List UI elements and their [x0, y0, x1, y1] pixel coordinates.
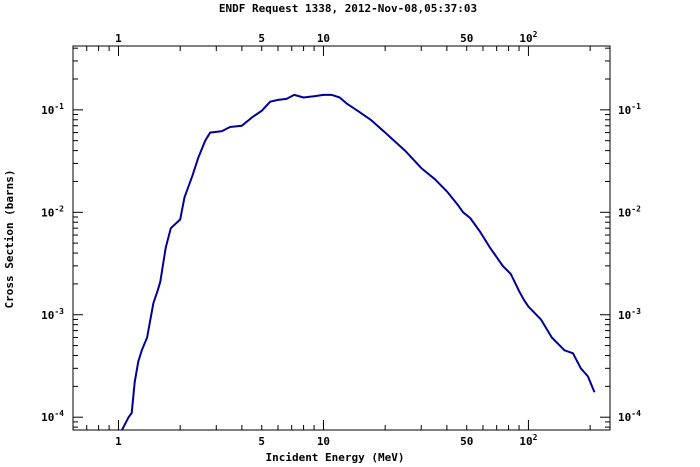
chart-title: ENDF Request 1338, 2012-Nov-08,05:37:03: [219, 2, 477, 15]
y-tick-label-right: 10-1: [618, 102, 641, 117]
y-tick-label-right: 10-4: [618, 409, 641, 424]
y-tick-label-left: 10-4: [41, 409, 64, 424]
x-tick-label-bottom: 10: [317, 435, 330, 448]
x-tick-label-top: 50: [460, 32, 473, 45]
x-tick-label-bottom: 5: [258, 435, 265, 448]
y-tick-label-left: 10-1: [41, 102, 64, 117]
axis-tick-labels: 1 1 5 5 10 10 50 50 102 102 10-4 10-4 10-3 10-3 10-2 10…: [41, 30, 641, 448]
axis-ticks: [72, 46, 610, 430]
x-tick-label-top: 5: [258, 32, 265, 45]
plot-frame: [72, 45, 611, 431]
y-tick-label-right: 10-2: [618, 204, 641, 219]
y-tick-label-right: 10-3: [618, 307, 641, 322]
y-tick-label-left: 10-3: [41, 307, 64, 322]
x-tick-label-bottom: 50: [460, 435, 473, 448]
x-tick-label-top: 10: [317, 32, 330, 45]
x-tick-label-top: 102: [519, 30, 537, 45]
series-line-0: [121, 93, 596, 430]
series-group: [121, 93, 596, 430]
y-axis-label: Cross Section (barns): [3, 169, 16, 308]
x-tick-label-bottom: 102: [519, 433, 537, 448]
y-tick-label-left: 10-2: [41, 204, 64, 219]
x-axis-label: Incident Energy (MeV): [265, 451, 404, 464]
x-tick-label-top: 1: [115, 32, 122, 45]
x-tick-label-bottom: 1: [115, 435, 122, 448]
